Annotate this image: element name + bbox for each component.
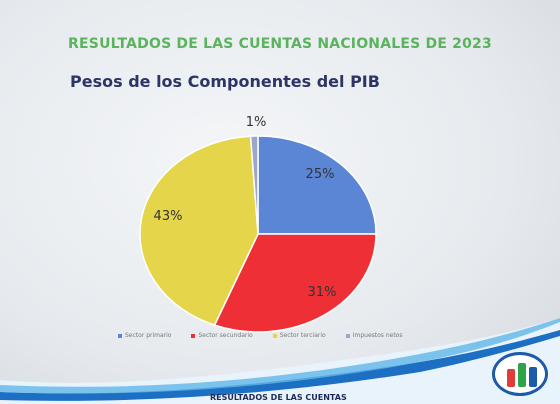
logo: [492, 352, 548, 396]
chart-title: Pesos de los Componentes del PIB: [70, 72, 380, 91]
data-label-sector-primario: 25%: [306, 167, 335, 182]
slide-banner-title: RESULTADOS DE LAS CUENTAS NACIONALES DE …: [68, 36, 492, 52]
legend-label: Sector secundario: [198, 332, 253, 339]
pie-slice-sector-terciario: [139, 135, 259, 327]
data-label-sector-terciario: 43%: [154, 209, 183, 224]
legend-item-sector-secundario: Sector secundario: [191, 332, 253, 339]
pie-slice-impuestos-netos: [249, 135, 259, 235]
legend-item-impuestos-netos: Impuestos netos: [345, 332, 403, 339]
legend-swatch: [118, 333, 122, 338]
legend-swatch: [191, 333, 196, 338]
footer-text: RESULTADOS DE LAS CUENTAS: [210, 393, 347, 402]
legend-label: Sector primario: [125, 332, 172, 339]
legend-label: Impuestos netos: [352, 332, 403, 339]
pie-slice-sector-primario: [257, 135, 377, 235]
data-label-sector-secundario: 31%: [308, 285, 337, 300]
data-label-impuestos-netos: 1%: [246, 115, 267, 130]
legend-item-sector-primario: Sector primario: [118, 332, 171, 339]
pie-slice-sector-secundario: [213, 233, 377, 333]
legend-swatch: [272, 333, 277, 338]
chart-legend: Sector primario Sector secundario Sector t…: [118, 332, 402, 339]
legend-item-sector-terciario: Sector terciario: [272, 332, 326, 339]
legend-label: Sector terciario: [279, 332, 326, 339]
legend-swatch: [345, 333, 350, 338]
